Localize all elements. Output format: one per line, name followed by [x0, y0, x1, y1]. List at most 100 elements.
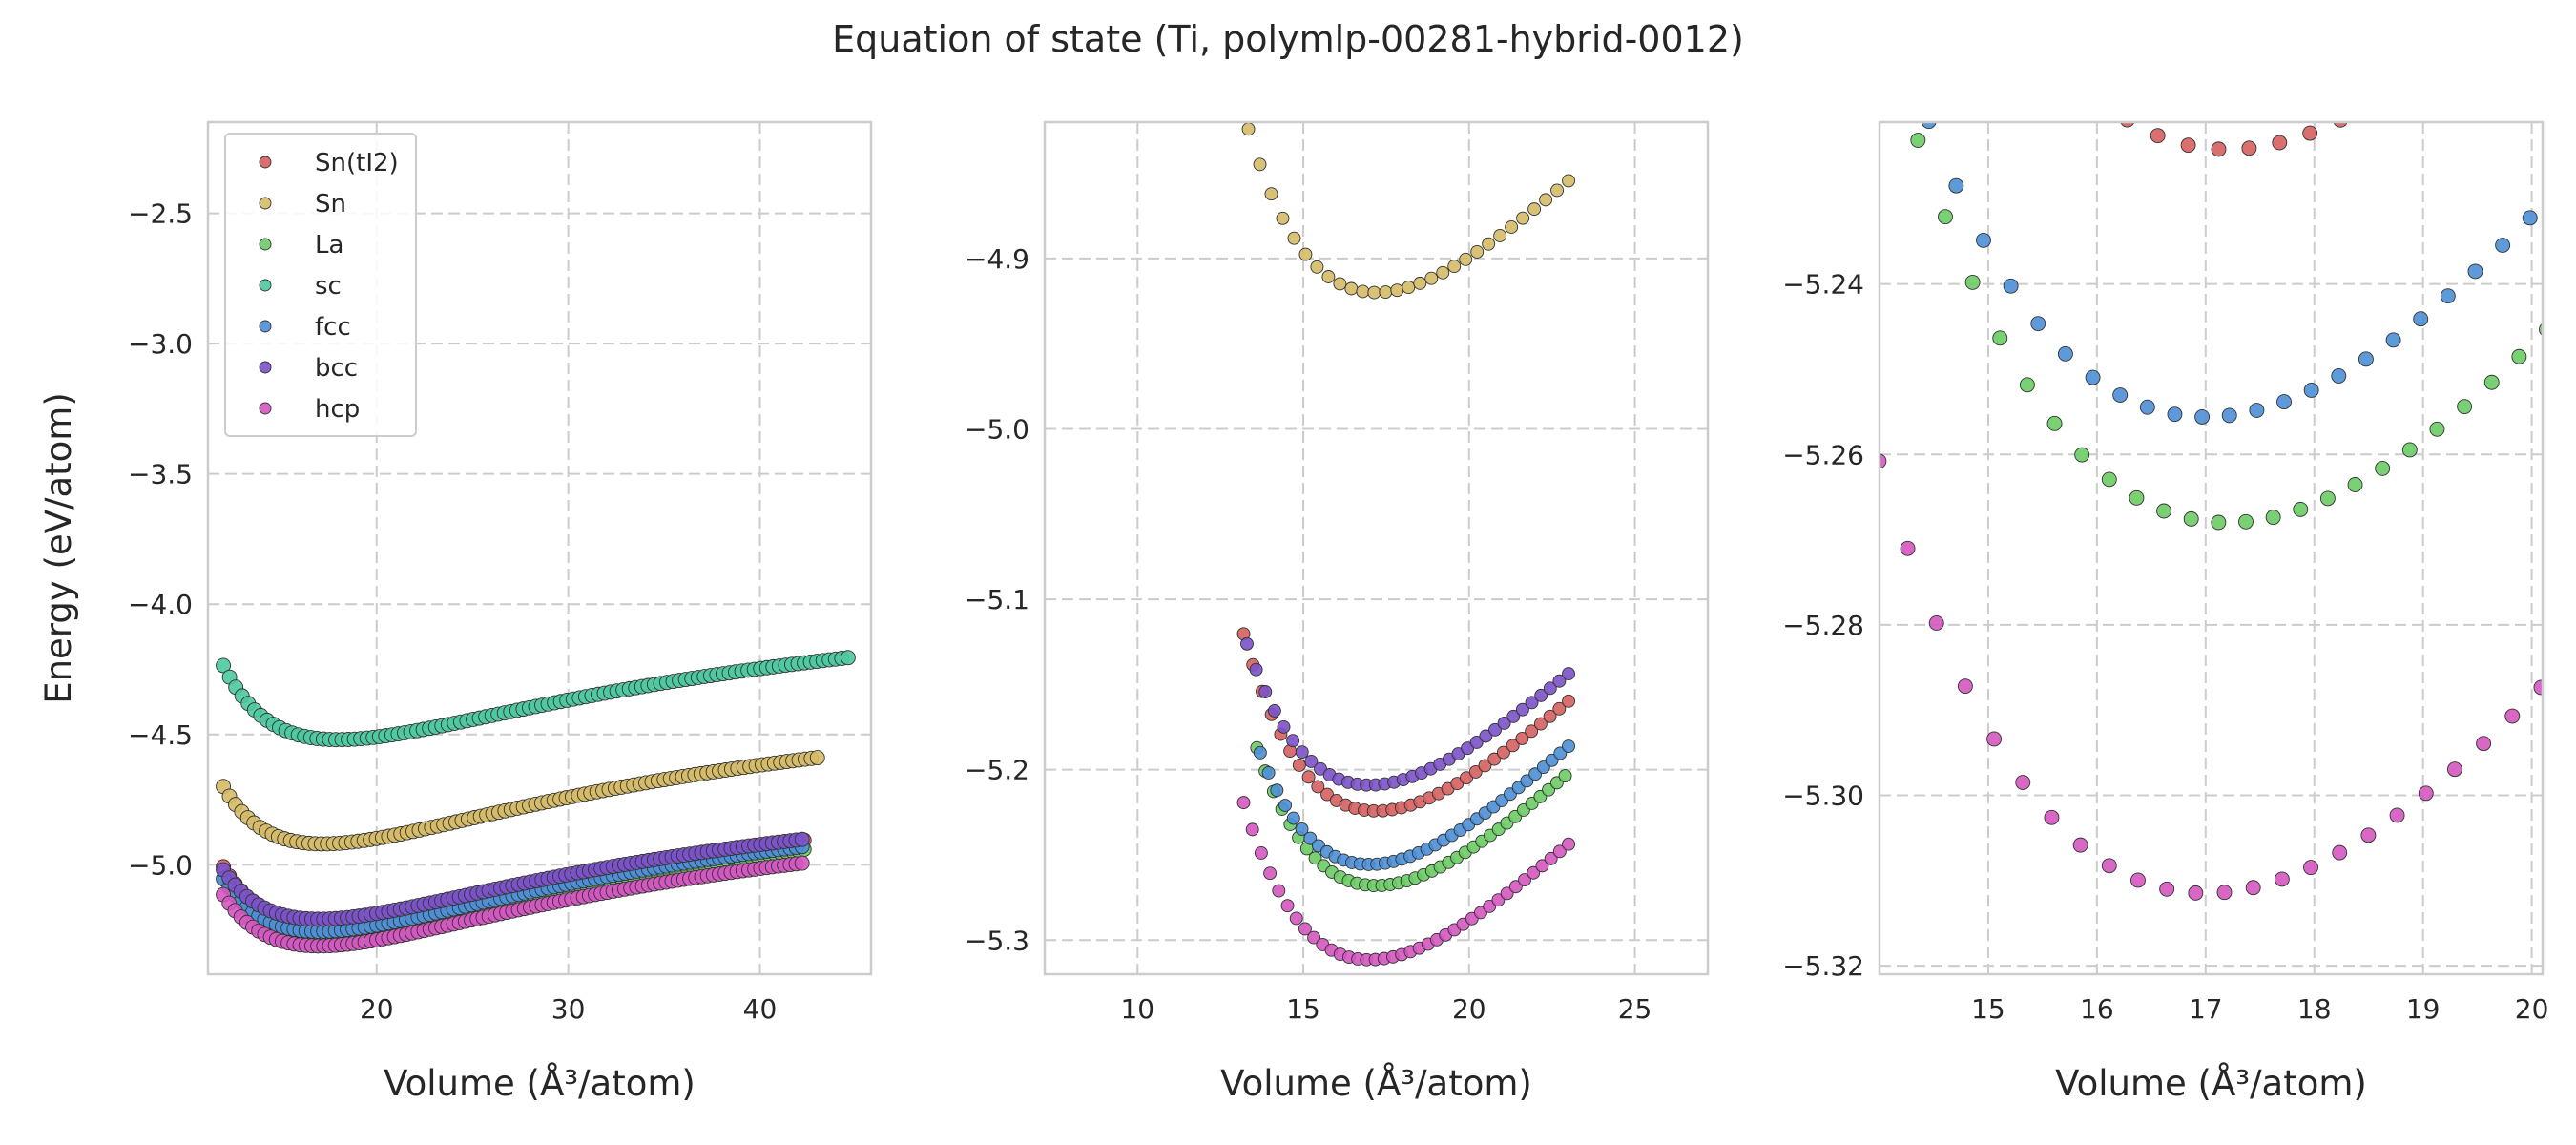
figure-title: Equation of state (Ti, polymlp-00281-hyb… — [832, 18, 1744, 60]
x-axis-label: Volume (Å³/atom) — [2055, 1062, 2367, 1104]
data-point — [794, 855, 810, 871]
data-point — [2385, 332, 2401, 348]
series-fcc — [1253, 739, 1576, 871]
data-point — [1496, 745, 1510, 760]
y-tick-label: −4.0 — [128, 589, 193, 620]
data-point — [1307, 930, 1321, 945]
data-point — [1515, 702, 1529, 717]
data-point — [1310, 260, 1324, 274]
data-point — [1562, 837, 1576, 851]
data-point — [2139, 399, 2155, 415]
data-point — [2156, 503, 2172, 519]
legend-entry: sc — [315, 272, 342, 301]
legend-entry: fcc — [315, 313, 351, 342]
data-point — [1367, 285, 1381, 300]
data-point — [1543, 709, 1557, 723]
data-point — [2150, 128, 2166, 144]
data-point — [2265, 510, 2281, 526]
data-point — [1344, 281, 1359, 296]
series-hcp — [1880, 453, 2543, 901]
data-point — [2159, 881, 2175, 897]
data-point — [2183, 510, 2199, 527]
data-point — [1249, 662, 1263, 677]
data-point — [1482, 237, 1496, 251]
data-point — [2418, 785, 2434, 802]
x-tick-label: 20 — [360, 993, 394, 1025]
data-point — [1948, 177, 1964, 194]
data-point — [1308, 851, 1322, 865]
data-point — [1280, 899, 1295, 913]
data-point — [2347, 477, 2363, 492]
y-tick-label: −5.0 — [128, 849, 193, 881]
data-point — [1289, 911, 1303, 926]
data-point — [840, 650, 856, 666]
data-point — [2276, 394, 2292, 410]
data-point — [1880, 453, 1887, 469]
legend-marker — [259, 238, 272, 251]
data-point — [2457, 399, 2473, 415]
data-point — [1277, 719, 1291, 734]
data-point — [2030, 316, 2046, 332]
data-point — [2319, 490, 2336, 507]
data-point — [794, 831, 810, 847]
scatter-points — [1236, 122, 1576, 967]
data-point — [2272, 135, 2288, 151]
data-point — [1562, 739, 1576, 754]
legend-entry: Sn(tI2) — [315, 149, 399, 177]
data-point — [2249, 403, 2265, 418]
series-La — [1910, 133, 2543, 531]
data-point — [1539, 193, 1553, 207]
x-tick-label: 15 — [1971, 993, 2005, 1025]
data-point — [2130, 872, 2146, 888]
data-point — [1236, 796, 1251, 810]
data-point — [2003, 278, 2019, 294]
data-point — [1558, 769, 1572, 782]
data-point — [1278, 799, 1293, 812]
data-point — [1552, 701, 1567, 716]
data-point — [1264, 187, 1278, 201]
data-point — [1535, 859, 1549, 873]
series-Sn — [1241, 122, 1576, 300]
series-hcp — [1236, 796, 1576, 967]
data-point — [2302, 125, 2318, 141]
axes-frame — [1878, 120, 2545, 976]
legend-marker — [259, 361, 272, 374]
series-bcc — [1240, 636, 1576, 792]
data-point — [2358, 351, 2374, 367]
data-point — [1245, 822, 1259, 837]
data-point — [2476, 736, 2492, 752]
x-tick-label: 10 — [1120, 993, 1154, 1025]
y-tick-label: −4.9 — [965, 243, 1029, 275]
x-tick-label: 40 — [743, 993, 778, 1025]
data-point — [2238, 513, 2254, 530]
data-point — [2332, 844, 2348, 861]
data-point — [1270, 783, 1284, 798]
data-point — [1459, 252, 1473, 266]
data-point — [1267, 703, 1281, 718]
x-tick-label: 20 — [2515, 993, 2549, 1025]
y-tick-label: −5.3 — [965, 925, 1029, 956]
data-point — [2241, 140, 2257, 156]
data-point — [1295, 822, 1309, 836]
data-point — [2360, 827, 2377, 843]
data-point — [1390, 283, 1404, 298]
data-point — [1469, 736, 1484, 749]
data-point — [1470, 245, 1485, 259]
legend-marker — [259, 197, 272, 210]
x-tick-label: 30 — [551, 993, 586, 1025]
data-point — [1497, 716, 1511, 730]
data-point — [2331, 368, 2347, 384]
y-tick-label: −5.30 — [1782, 780, 1864, 811]
data-point — [1240, 636, 1254, 651]
data-point — [2245, 880, 2261, 896]
x-axis-label: Volume (Å³/atom) — [1220, 1062, 1532, 1104]
data-point — [1298, 922, 1312, 936]
legend-entry: hcp — [315, 395, 360, 424]
data-point — [1525, 696, 1539, 710]
series-fcc — [1921, 122, 2538, 425]
y-tick-label: −3.0 — [128, 328, 193, 360]
data-point — [2188, 885, 2204, 901]
data-point — [1928, 615, 1944, 631]
data-point — [1957, 678, 1973, 695]
data-point — [2303, 860, 2318, 876]
